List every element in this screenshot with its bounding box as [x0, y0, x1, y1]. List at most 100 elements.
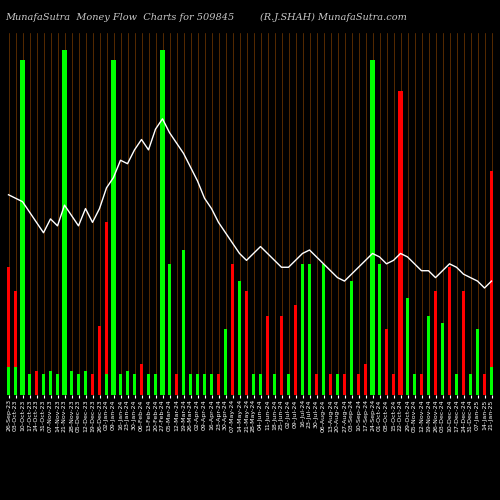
Bar [56, 374, 59, 395]
Bar [427, 330, 430, 395]
Bar [364, 364, 367, 395]
Bar [21, 368, 24, 395]
Bar [315, 374, 318, 395]
Bar [448, 374, 451, 395]
Bar [280, 316, 283, 395]
Bar [133, 374, 136, 395]
Bar [196, 374, 199, 395]
Bar [308, 264, 312, 395]
Bar [105, 374, 108, 395]
Text: MunafaSutra  Money Flow  Charts for 509845: MunafaSutra Money Flow Charts for 509845 [5, 12, 234, 22]
Bar [210, 374, 213, 395]
Bar [42, 374, 45, 395]
Bar [14, 292, 18, 395]
Bar [14, 368, 17, 395]
Bar [280, 374, 283, 395]
Bar [483, 374, 486, 395]
Bar [350, 374, 353, 395]
Bar [189, 374, 192, 395]
Bar [413, 374, 416, 395]
Bar [420, 374, 423, 395]
Bar [224, 330, 227, 395]
Bar [273, 374, 276, 395]
Bar [147, 374, 150, 395]
Bar [406, 298, 409, 395]
Bar [7, 368, 10, 395]
Bar [49, 371, 52, 395]
Bar [266, 374, 269, 395]
Bar [175, 374, 178, 395]
Bar [392, 374, 395, 395]
Bar [476, 330, 479, 395]
Bar [399, 374, 402, 395]
Bar [6, 268, 10, 395]
Bar [287, 374, 290, 395]
Bar [182, 250, 186, 395]
Bar [448, 268, 452, 395]
Bar [322, 264, 326, 395]
Bar [161, 374, 164, 395]
Bar [301, 374, 304, 395]
Bar [455, 374, 458, 395]
Bar [62, 50, 67, 395]
Bar [370, 60, 375, 395]
Bar [230, 264, 234, 395]
Bar [84, 371, 87, 395]
Bar [203, 374, 206, 395]
Bar [244, 292, 248, 395]
Bar [231, 374, 234, 395]
Bar [350, 281, 354, 395]
Bar [300, 264, 304, 395]
Bar [259, 374, 262, 395]
Bar [98, 326, 102, 395]
Bar [462, 292, 466, 395]
Bar [378, 264, 382, 395]
Bar [462, 374, 465, 395]
Bar [357, 374, 360, 395]
Bar [104, 222, 108, 395]
Text: (R.J.SHAH) MunafaSutra.com: (R.J.SHAH) MunafaSutra.com [260, 12, 407, 22]
Bar [434, 292, 438, 395]
Bar [343, 374, 346, 395]
Bar [238, 374, 241, 395]
Bar [91, 374, 94, 395]
Bar [77, 374, 80, 395]
Bar [385, 330, 388, 395]
Bar [245, 374, 248, 395]
Bar [322, 374, 325, 395]
Bar [378, 374, 381, 395]
Bar [182, 374, 185, 395]
Bar [126, 371, 129, 395]
Bar [238, 281, 242, 395]
Bar [154, 374, 157, 395]
Bar [329, 374, 332, 395]
Bar [28, 374, 31, 395]
Bar [252, 374, 255, 395]
Bar [336, 374, 339, 395]
Bar [35, 371, 38, 395]
Bar [434, 374, 437, 395]
Bar [217, 374, 220, 395]
Bar [140, 364, 143, 395]
Bar [294, 374, 297, 395]
Bar [63, 374, 66, 395]
Bar [70, 371, 73, 395]
Bar [406, 374, 409, 395]
Bar [98, 374, 101, 395]
Bar [168, 374, 171, 395]
Bar [111, 60, 116, 395]
Bar [308, 374, 311, 395]
Bar [469, 374, 472, 395]
Bar [119, 374, 122, 395]
Bar [490, 170, 494, 395]
Bar [490, 368, 493, 395]
Bar [371, 374, 374, 395]
Bar [266, 316, 270, 395]
Bar [112, 374, 115, 395]
Bar [426, 316, 430, 395]
Bar [160, 50, 165, 395]
Bar [20, 60, 25, 395]
Bar [398, 91, 403, 395]
Bar [441, 322, 444, 395]
Bar [294, 305, 298, 395]
